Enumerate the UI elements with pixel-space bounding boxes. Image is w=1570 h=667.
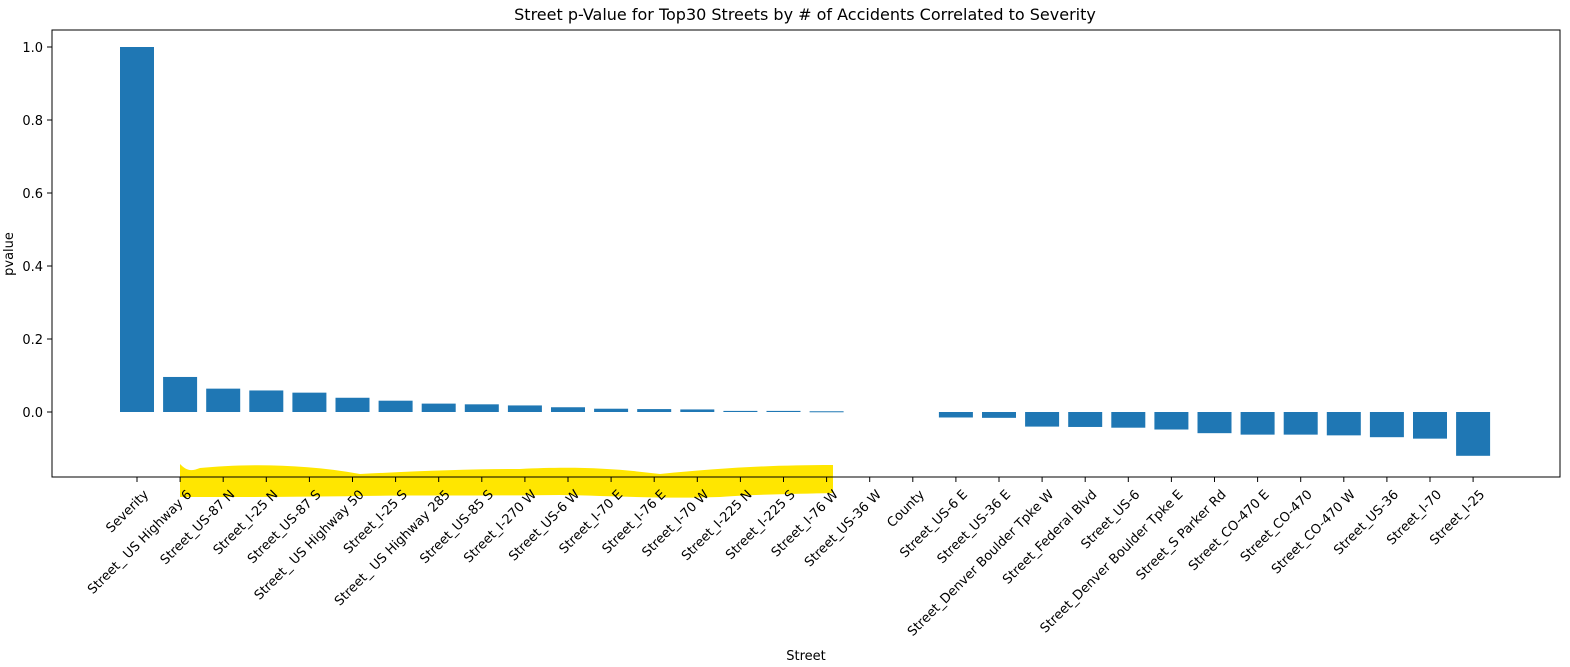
bars-layer: [120, 47, 1491, 456]
y-ticks-layer: 0.0 0.2 0.4 0.6 0.8 1.0: [22, 41, 52, 421]
bar: [1068, 412, 1103, 427]
bar: [163, 376, 198, 412]
y-tick-label: 0.2: [22, 333, 43, 348]
bar: [1369, 412, 1404, 438]
bar: [378, 400, 413, 412]
bar: [292, 392, 327, 412]
bar: [809, 411, 844, 413]
x-tick-label: County: [884, 487, 928, 531]
bar: [206, 388, 241, 412]
x-axis-label: Street: [786, 649, 826, 664]
highlight-marker: [180, 464, 833, 498]
y-axis-label: pvalue: [2, 232, 17, 276]
bar: [680, 409, 715, 412]
x-tick-label: Street_CO-470 E: [1186, 487, 1273, 574]
x-tick-label: Street_US-87 N: [158, 487, 239, 568]
plot-frame: [51, 29, 1561, 478]
bar: [1197, 412, 1232, 434]
bar: [723, 410, 758, 412]
bar: [249, 390, 284, 412]
y-tick-label: 0.6: [22, 187, 43, 202]
y-tick-label: 1.0: [22, 41, 43, 56]
bar: [766, 410, 801, 412]
bar: [1283, 412, 1318, 435]
x-tick-label: Street_I-270 W: [461, 487, 540, 566]
bar: [1326, 412, 1361, 436]
bar: [982, 412, 1016, 418]
y-tick-label: 0.8: [22, 114, 43, 129]
bar: [1240, 412, 1275, 435]
y-tick-label: 0.4: [22, 260, 43, 275]
bar: [120, 47, 154, 412]
bar: [594, 408, 629, 412]
bar: [464, 404, 499, 412]
bar: [637, 409, 672, 412]
bar: [1154, 412, 1189, 430]
bar: [507, 405, 542, 412]
chart-title: Street p-Value for Top30 Streets by # of…: [514, 5, 1096, 24]
bar: [1413, 412, 1447, 439]
bar: [1111, 412, 1146, 428]
bar: [421, 403, 456, 412]
x-tick-label: Street_US-87 S: [245, 487, 324, 566]
bar: [1456, 412, 1491, 456]
x-tick-label: Street_US-85 S: [417, 487, 496, 566]
x-tick-label: Street_US-36 E: [935, 487, 1014, 566]
bar: [551, 407, 585, 412]
y-tick-label: 0.0: [22, 406, 43, 421]
bar: [335, 397, 370, 412]
x-tick-label: Street_US-36 W: [802, 487, 885, 570]
bar: [1025, 412, 1060, 427]
bar: [938, 412, 973, 418]
yellow-highlight-layer: [180, 464, 833, 498]
